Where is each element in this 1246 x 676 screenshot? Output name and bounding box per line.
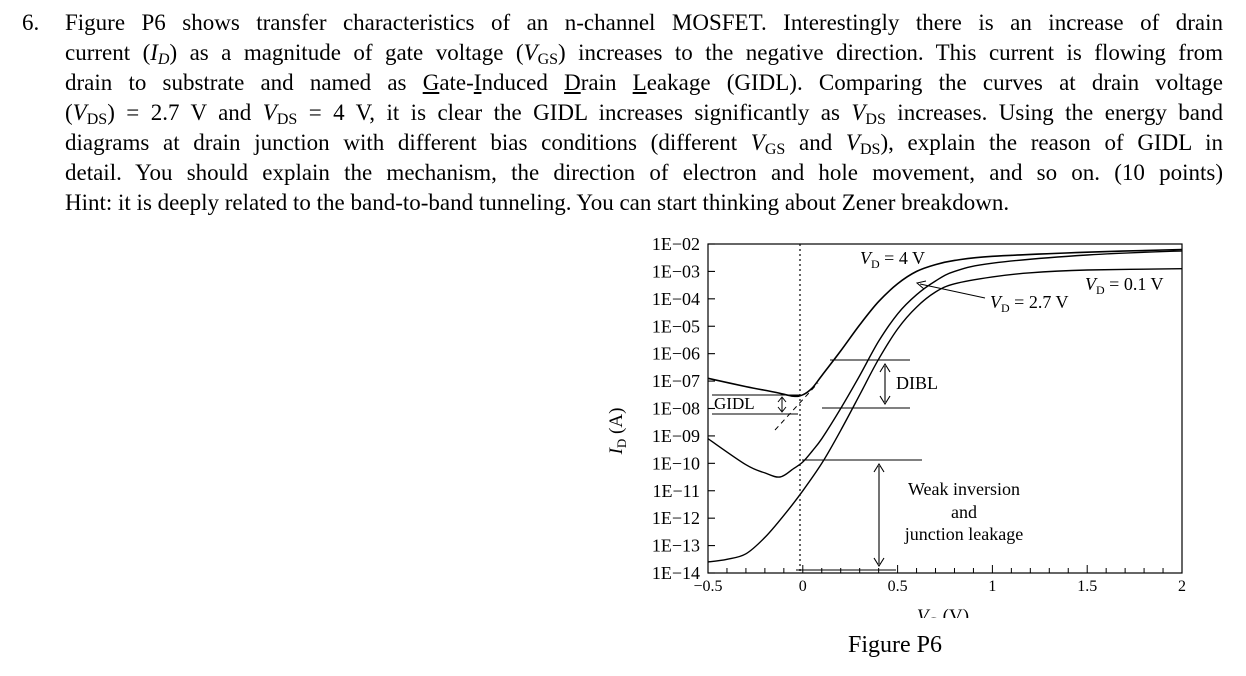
question-number: 6. (22, 10, 40, 35)
svg-text:VD = 0.1 V: VD = 0.1 V (1085, 274, 1164, 297)
curves (707, 248, 1183, 563)
y-tick-label: 1E−03 (652, 261, 700, 281)
y-tick-label: 1E−09 (652, 426, 700, 446)
y-axis-title: ID (A) (606, 408, 629, 456)
question-line-2: current (ID) as a magnitude of gate volt… (65, 40, 1223, 68)
x-tick-label: 2 (1178, 578, 1186, 595)
weak-label-line2: and (951, 502, 977, 522)
weak-label-line3: junction leakage (904, 524, 1023, 544)
svg-text:VD = 4 V: VD = 4 V (860, 248, 925, 271)
svg-text:VG (V): VG (V) (917, 606, 969, 618)
gidl-arrow-head-up (777, 396, 787, 403)
dibl-label: DIBL (896, 373, 938, 393)
label-vd27: VD = 2.7 V (915, 280, 1069, 315)
weak-label-line1: Weak inversion (908, 479, 1020, 499)
curve-vd-2p7v (707, 250, 1183, 478)
x-axis-title: VG (V) (917, 606, 969, 618)
weak-arrow-head-up (873, 462, 885, 473)
y-tick-label: 1E−13 (652, 536, 700, 556)
question-line-6: detail. You should explain the mechanism… (65, 160, 1223, 185)
question-line-1: Figure P6 shows transfer characteristics… (65, 10, 1223, 35)
question-line-7: Hint: it is deeply related to the band-t… (65, 190, 1010, 215)
transfer-characteristics-chart: 1E−02 1E−03 1E−04 1E−05 1E−06 1E−07 1E−08 1E−09… (606, 234, 1186, 618)
label-vd01: VD = 0.1 V (1085, 274, 1164, 297)
y-tick-label: 1E−12 (652, 508, 700, 528)
y-tick-label: 1E−07 (652, 371, 700, 391)
gidl-label: GIDL (714, 394, 755, 413)
dibl-arrow-head-down (879, 395, 891, 406)
curve-vd-0p1v (707, 268, 1183, 563)
extrapolation-dashed-line (774, 382, 819, 431)
y-tick-label: 1E−14 (652, 563, 700, 583)
y-tick-label: 1E−11 (653, 481, 700, 501)
curve-vd-4v (707, 248, 1183, 398)
weak-arrow-head-down (873, 557, 885, 568)
x-tick-label: 1 (988, 578, 996, 595)
x-tick-label: 1.5 (1077, 578, 1097, 595)
question-line-3: drain to substrate and named as Gate-Ind… (65, 70, 1223, 95)
question-text: Figure P6 shows transfer characteristics… (65, 8, 1223, 218)
question-line-5: diagrams at drain junction with differen… (65, 130, 1223, 158)
x-tick-label: −0.5 (693, 578, 722, 595)
gidl-arrow-head-down (777, 406, 787, 413)
y-tick-label: 1E−04 (652, 289, 700, 309)
svg-text:ID (A): ID (A) (606, 408, 629, 456)
question-line-4: (VDS) = 2.7 V and VDS = 4 V, it is clear… (65, 100, 1224, 128)
x-ticks: −0.5 0 0.5 1 1.5 2 (693, 565, 1186, 595)
y-tick-label: 1E−08 (652, 399, 700, 419)
label-vd4: VD = 4 V (860, 248, 925, 271)
y-tick-label: 1E−10 (652, 453, 700, 473)
y-tick-label: 1E−02 (652, 234, 700, 254)
y-tick-label: 1E−06 (652, 344, 700, 364)
y-tick-label: 1E−05 (652, 316, 700, 336)
svg-text:VD = 2.7 V: VD = 2.7 V (990, 292, 1069, 315)
x-tick-label: 0.5 (888, 578, 908, 595)
dibl-arrow-head-up (879, 362, 891, 373)
figure-caption: Figure P6 (847, 632, 942, 658)
y-ticks: 1E−02 1E−03 1E−04 1E−05 1E−06 1E−07 1E−08 1E−09… (652, 234, 715, 583)
x-tick-label: 0 (799, 578, 807, 595)
